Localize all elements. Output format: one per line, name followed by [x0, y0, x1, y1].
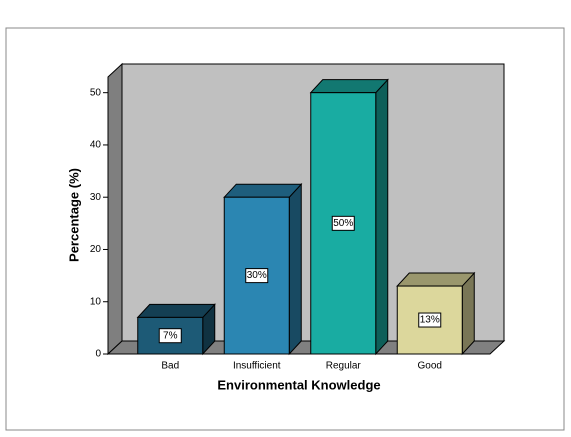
value-label: 13% — [420, 315, 440, 326]
bar-top — [136, 303, 216, 318]
y-tick-label: 50 — [90, 87, 102, 98]
left-wall — [107, 62, 123, 356]
value-label: 50% — [333, 218, 353, 229]
x-axis-title: Environmental Knowledge — [217, 377, 380, 392]
bar — [137, 316, 204, 355]
bar-side — [288, 182, 302, 356]
y-tick-label: 20 — [90, 244, 102, 255]
y-axis-title: Percentage (%) — [66, 168, 81, 262]
y-tick-label: 10 — [90, 296, 102, 307]
x-tick-label: Bad — [161, 361, 179, 372]
value-label: 30% — [247, 270, 267, 281]
x-tick-label: Insufficient — [233, 361, 281, 372]
x-tick-label: Good — [418, 361, 442, 372]
value-label-box — [158, 328, 182, 344]
y-tick-label: 30 — [90, 192, 102, 203]
value-label: 7% — [163, 330, 178, 341]
bar-top — [309, 79, 389, 94]
bar-side — [461, 271, 475, 356]
bar-top — [223, 183, 303, 198]
y-tick-label: 0 — [95, 349, 101, 360]
value-label-box — [331, 215, 355, 231]
x-tick-label: Regular — [326, 361, 362, 372]
value-label-box — [418, 312, 442, 328]
bar-side — [375, 78, 389, 356]
y-tick-label: 40 — [90, 140, 102, 151]
value-label-box — [245, 268, 269, 284]
bar-top — [396, 272, 476, 287]
